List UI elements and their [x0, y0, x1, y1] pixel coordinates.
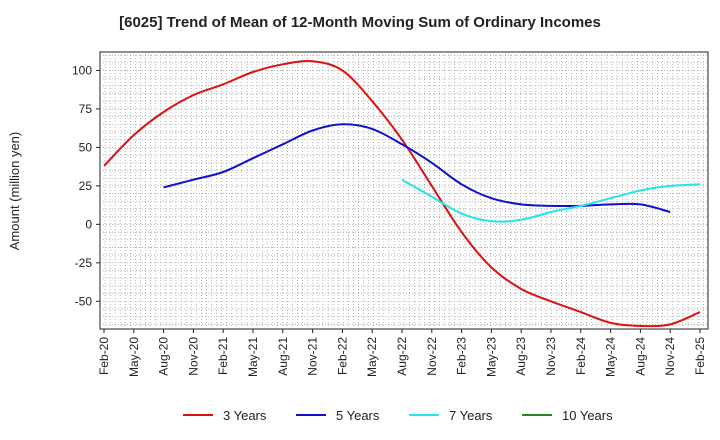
x-tick-label: Aug-24 [633, 337, 647, 376]
x-tick-label: Feb-22 [335, 337, 349, 375]
x-tick-label: Feb-23 [455, 337, 469, 375]
legend-label-3-years: 3 Years [223, 408, 267, 423]
legend-label-5-years: 5 Years [336, 408, 380, 423]
x-tick-label: May-22 [365, 337, 379, 377]
series-line-3-years [103, 59, 701, 328]
x-axis-ticks: Feb-20 May-20 Aug-20 Nov-20 Feb-21 May-21 Aug-… [97, 329, 707, 377]
y-tick-label: 25 [79, 179, 93, 193]
x-tick-label: Aug-23 [514, 337, 528, 376]
y-tick-label: 75 [79, 102, 93, 116]
legend-label-10-years: 10 Years [562, 408, 613, 423]
x-tick-label: Nov-22 [425, 337, 439, 376]
x-tick-label: Nov-24 [663, 337, 677, 376]
x-tick-label: Aug-21 [276, 337, 290, 376]
x-tick-label: Feb-21 [216, 337, 230, 375]
chart-title: [6025] Trend of Mean of 12-Month Moving … [119, 14, 601, 31]
series-line-7-years [401, 178, 701, 223]
x-tick-label: Nov-23 [544, 337, 558, 376]
y-tick-label: -25 [75, 256, 93, 270]
y-tick-label: 0 [85, 217, 92, 231]
x-tick-label: Feb-20 [97, 337, 111, 375]
y-axis-label: Amount (million yen) [7, 132, 22, 251]
x-tick-label: May-23 [484, 337, 498, 377]
x-tick-label: May-24 [604, 337, 618, 377]
x-tick-label: Aug-20 [157, 337, 171, 376]
x-tick-label: Nov-21 [306, 337, 320, 376]
y-tick-label: 100 [72, 63, 92, 77]
y-tick-label: 50 [79, 140, 93, 154]
y-axis-ticks: 100 75 50 25 0 -25 -50 [72, 63, 100, 308]
grid [100, 52, 708, 329]
x-tick-label: May-21 [246, 337, 260, 377]
series-lines [103, 59, 701, 328]
y-tick-label: -50 [75, 294, 93, 308]
x-tick-label: May-20 [127, 337, 141, 377]
x-tick-label: Feb-25 [693, 337, 707, 375]
legend-label-7-years: 7 Years [449, 408, 493, 423]
x-tick-label: Feb-24 [574, 337, 588, 375]
x-tick-label: Nov-20 [186, 337, 200, 376]
legend: 3 Years 5 Years 7 Years 10 Years [183, 408, 613, 423]
x-tick-label: Aug-22 [395, 337, 409, 376]
